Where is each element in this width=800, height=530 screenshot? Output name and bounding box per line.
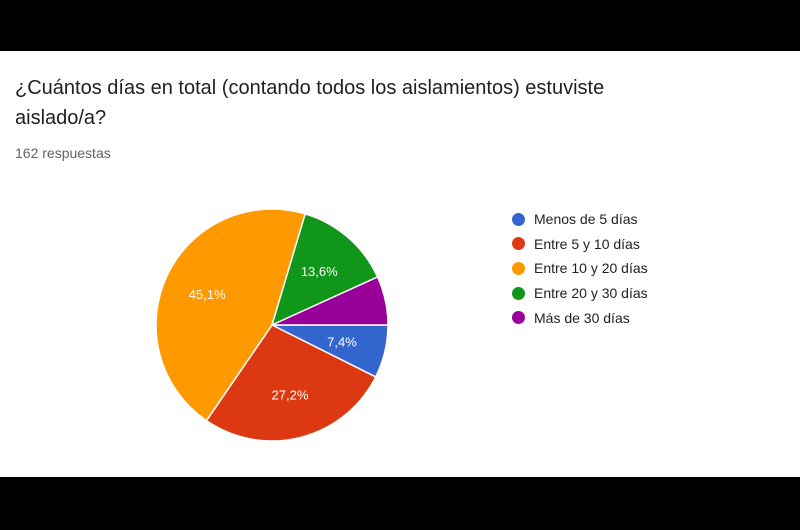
question-title: ¿Cuántos días en total (contando todos l… bbox=[15, 77, 605, 129]
slice-label-entre-5-y-10: 27,2% bbox=[272, 388, 309, 403]
slice-label-entre-20-y-30: 13,6% bbox=[301, 264, 338, 279]
legend-swatch bbox=[512, 286, 525, 300]
chart-legend: Menos de 5 días Entre 5 y 10 días Entre 10… bbox=[512, 207, 648, 330]
pie-slice-entre-20-y-30 bbox=[270, 212, 379, 327]
pie-slice-entre-5-y-10 bbox=[205, 324, 377, 442]
legend-swatch bbox=[512, 212, 525, 226]
legend-label: Entre 5 y 10 días bbox=[534, 235, 640, 252]
legend-item-menos-de-5: Menos de 5 días bbox=[512, 207, 648, 232]
legend-item-entre-10-y-20: Entre 10 y 20 días bbox=[512, 256, 648, 281]
slice-label-entre-10-y-20: 45,1% bbox=[189, 287, 226, 302]
slice-label-menos-de-5: 7,4% bbox=[327, 335, 357, 350]
legend-swatch bbox=[512, 261, 525, 275]
pie-slice-entre-10-y-20 bbox=[155, 208, 307, 422]
legend-item-mas-de-30: Más de 30 días bbox=[512, 305, 648, 330]
pie-slice-mas-de-30 bbox=[271, 275, 389, 326]
legend-item-entre-5-y-10: Entre 5 y 10 días bbox=[512, 232, 648, 257]
legend-item-entre-20-y-30: Entre 20 y 30 días bbox=[512, 281, 648, 306]
legend-label: Menos de 5 días bbox=[534, 211, 638, 228]
legend-swatch bbox=[512, 311, 525, 325]
legend-label: Entre 20 y 30 días bbox=[534, 285, 648, 302]
question-card: ¿Cuántos días en total (contando todos l… bbox=[0, 51, 800, 477]
legend-swatch bbox=[512, 237, 525, 251]
response-count: 162 respuestas bbox=[15, 145, 111, 161]
legend-label: Entre 10 y 20 días bbox=[534, 260, 648, 277]
legend-label: Más de 30 días bbox=[534, 309, 630, 326]
pie-chart: 7,4% 27,2% 45,1% 13,6% bbox=[155, 208, 389, 442]
